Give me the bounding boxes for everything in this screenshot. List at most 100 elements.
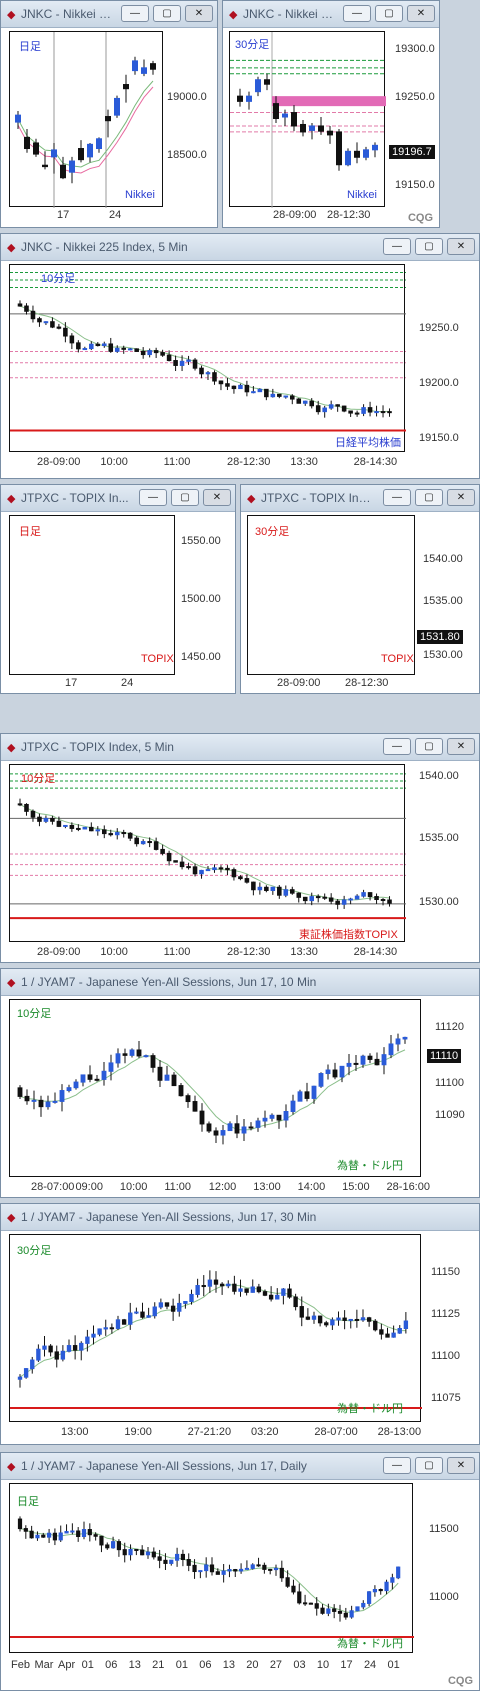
maximize-button[interactable]: ▢ xyxy=(415,738,443,755)
candle-body xyxy=(173,860,178,863)
close-button[interactable]: ✕ xyxy=(203,489,231,506)
chart-window-topix-daily[interactable]: ◆ JTPXC - TOPIX In... — ▢ ✕ 日足 TOPIX 1550.0… xyxy=(0,484,236,694)
chart-window-nikkei-30min[interactable]: ◆ JNKC - Nikkei 225... —▢✕ 30分足 Nikkei 19… xyxy=(222,0,440,228)
maximize-button[interactable]: ▢ xyxy=(415,1457,443,1474)
candle-body xyxy=(213,1130,219,1136)
candle-body xyxy=(153,841,159,850)
candle-body xyxy=(378,1588,383,1592)
close-button[interactable]: ✕ xyxy=(447,238,475,255)
candle-body xyxy=(147,841,152,844)
window-titlebar[interactable]: ◆ 1 / JYAM7 - Japanese Yen-All Sessions, … xyxy=(1,969,479,996)
candle-body xyxy=(336,131,342,166)
close-button[interactable]: ✕ xyxy=(447,738,475,755)
candle-body xyxy=(360,1317,366,1321)
close-button[interactable]: ✕ xyxy=(407,5,435,22)
close-button[interactable]: ✕ xyxy=(447,1457,475,1474)
window-titlebar[interactable]: ◆ 1 / JYAM7 - Japanese Yen-All Sessions, … xyxy=(1,1204,479,1231)
maximize-button[interactable]: ▢ xyxy=(171,489,199,506)
candle-body xyxy=(244,1288,249,1293)
candle-body xyxy=(328,404,334,409)
x-tick-label: 03 xyxy=(293,1659,306,1671)
candle-body xyxy=(270,886,276,892)
candle-body xyxy=(30,810,36,818)
candle-body xyxy=(255,79,261,93)
maximize-button[interactable]: ▢ xyxy=(375,5,403,22)
close-button[interactable]: ✕ xyxy=(447,489,475,506)
app-icon: ◆ xyxy=(7,1461,16,1473)
candle-body xyxy=(283,1111,289,1121)
candle-body xyxy=(179,861,185,868)
candle-body xyxy=(219,1283,225,1287)
candle-body xyxy=(327,130,333,136)
candle-body xyxy=(141,67,147,74)
last-price-badge: 11110 xyxy=(427,1049,462,1063)
candle-body xyxy=(251,881,256,891)
maximize-button[interactable]: ▢ xyxy=(415,238,443,255)
minimize-button[interactable]: — xyxy=(383,238,411,255)
minimize-button[interactable]: — xyxy=(383,738,411,755)
minimize-button[interactable]: — xyxy=(383,1457,411,1474)
chart-window-yen-daily[interactable]: ◆ 1 / JYAM7 - Japanese Yen-All Sessions, … xyxy=(0,1452,480,1691)
window-titlebar[interactable]: ◆ JTPXC - TOPIX In... — ▢ ✕ xyxy=(1,485,235,512)
candle-body xyxy=(279,1567,284,1579)
chart-window-yen-10min[interactable]: ◆ 1 / JYAM7 - Japanese Yen-All Sessions, … xyxy=(0,968,480,1198)
x-tick-label: 28-12:30 xyxy=(227,456,271,468)
chart-window-yen-30min[interactable]: ◆ 1 / JYAM7 - Japanese Yen-All Sessions, … xyxy=(0,1203,480,1445)
plot-area xyxy=(9,31,163,208)
candle-body xyxy=(73,1081,79,1089)
maximize-button[interactable]: ▢ xyxy=(153,5,181,22)
candle-body xyxy=(33,142,39,155)
candle-body xyxy=(37,318,42,323)
plot-area xyxy=(9,999,421,1177)
chart-window-nikkei-daily[interactable]: ◆ JNKC - Nikkei 2... — ▢ ✕ 日足 Nikkei 19000.… xyxy=(0,0,218,228)
chart-window-topix-30min[interactable]: ◆ JTPXC - TOPIX Ind... — ▢ ✕ 30分足 TOPIX 154… xyxy=(240,484,480,694)
candle-body xyxy=(108,1062,114,1072)
window-title: 1 / JYAM7 - Japanese Yen-All Sessions, J… xyxy=(21,1210,317,1224)
candle-body xyxy=(63,824,68,827)
candle-body xyxy=(72,1345,78,1351)
minimize-button[interactable]: — xyxy=(139,489,167,506)
x-tick-label: 13 xyxy=(128,1659,141,1671)
candle-body xyxy=(366,1591,372,1604)
moving-average-line xyxy=(17,86,154,174)
candle-body xyxy=(164,1302,170,1307)
window-titlebar[interactable]: ◆ JTPXC - TOPIX Index, 5 Min — ▢ ✕ xyxy=(1,734,479,761)
candle-body xyxy=(250,1286,255,1293)
candle-body xyxy=(99,1535,104,1546)
candle-body xyxy=(177,1302,182,1312)
app-icon: ◆ xyxy=(7,242,16,254)
x-tick-label: 27-21:20 xyxy=(187,1426,232,1438)
window-title: 1 / JYAM7 - Japanese Yen-All Sessions, J… xyxy=(21,975,317,989)
candle-body xyxy=(17,1518,23,1530)
candle-body xyxy=(290,1100,296,1113)
candle-body xyxy=(199,367,204,375)
window-title: JNKC - Nikkei 225... xyxy=(243,7,335,21)
candle-body xyxy=(318,1073,324,1087)
x-tick-label: 12:00 xyxy=(208,1181,237,1193)
candle-body xyxy=(179,360,185,366)
minimize-button[interactable]: — xyxy=(121,5,149,22)
x-tick-label: 13:00 xyxy=(253,1181,281,1193)
series-name-label: Nikkei xyxy=(347,189,377,201)
candle-body xyxy=(277,393,282,397)
x-tick-label: 13:30 xyxy=(290,946,318,958)
window-titlebar[interactable]: ◆ JNKC - Nikkei 225 Index, 5 Min — ▢ ✕ xyxy=(1,234,479,261)
maximize-button[interactable]: ▢ xyxy=(415,489,443,506)
candle-body xyxy=(160,848,165,854)
window-titlebar[interactable]: ◆ 1 / JYAM7 - Japanese Yen-All Sessions, … xyxy=(1,1453,479,1480)
candle-body xyxy=(291,1585,296,1593)
minimize-button[interactable]: — xyxy=(343,5,371,22)
candle-body xyxy=(15,114,21,123)
window-titlebar[interactable]: ◆ JNKC - Nikkei 225... —▢✕ xyxy=(223,1,439,28)
candle-body xyxy=(302,1602,308,1605)
chart-window-topix-5min[interactable]: ◆ JTPXC - TOPIX Index, 5 Min — ▢ ✕ 10分足 東証株… xyxy=(0,733,480,963)
chart-window-nikkei-5min[interactable]: ◆ JNKC - Nikkei 225 Index, 5 Min — ▢ ✕ 10分足… xyxy=(0,233,480,479)
close-button[interactable]: ✕ xyxy=(185,5,213,22)
series-name-label: 日経平均株価 xyxy=(335,437,401,449)
candle-body xyxy=(341,405,347,412)
window-titlebar[interactable]: ◆ JTPXC - TOPIX Ind... — ▢ ✕ xyxy=(241,485,479,512)
y-tick-label: 11125 xyxy=(431,1308,460,1320)
minimize-button[interactable]: — xyxy=(383,489,411,506)
window-titlebar[interactable]: ◆ JNKC - Nikkei 2... — ▢ ✕ xyxy=(1,1,217,28)
candle-body xyxy=(56,820,62,827)
